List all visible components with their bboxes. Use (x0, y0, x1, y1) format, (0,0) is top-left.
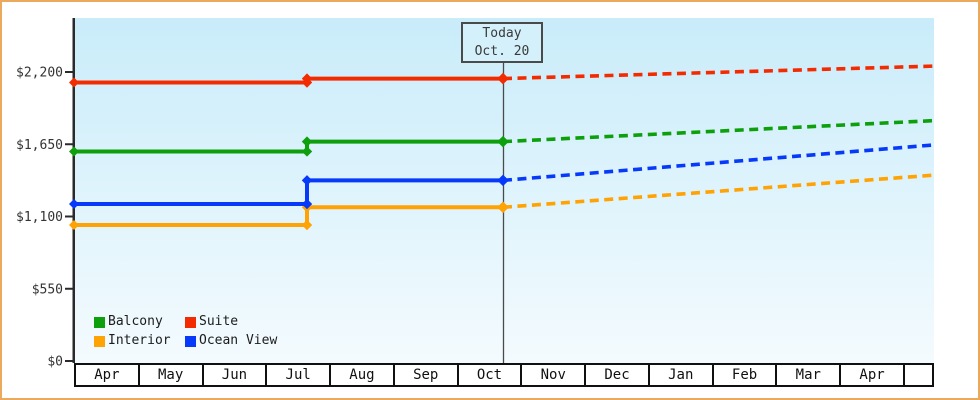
y-tick (65, 215, 73, 218)
legend-item-suite: Suite (185, 315, 277, 329)
month-cell-jan: Jan (650, 365, 714, 385)
legend-label: Interior (108, 333, 171, 348)
y-tick (65, 287, 73, 290)
data-point-marker (69, 199, 79, 210)
month-cell-empty (905, 365, 932, 385)
legend-swatch-icon (94, 335, 105, 347)
month-cell-sep: Sep (395, 365, 459, 385)
legend-item-ocean-view: Ocean View (185, 334, 277, 348)
data-point-marker (497, 72, 509, 85)
data-point-marker (301, 198, 313, 210)
data-point-marker (301, 73, 313, 84)
y-tick (65, 143, 73, 146)
data-point-marker (497, 135, 509, 148)
legend-swatch-icon (185, 335, 196, 347)
y-tick (65, 71, 73, 73)
series-history-line (74, 205, 503, 228)
y-tick-label: $2,200 (16, 66, 63, 81)
month-cell-mar: Mar (777, 365, 842, 385)
data-point-marker (69, 220, 79, 231)
y-axis-line (72, 18, 75, 363)
month-cell-jun: Jun (204, 365, 268, 385)
data-point-marker (69, 77, 79, 88)
data-point-marker (301, 219, 313, 231)
data-point-marker (301, 136, 313, 147)
month-cell-jul: Jul (267, 365, 332, 385)
month-cell-oct: Oct (459, 365, 523, 385)
legend-label: Ocean View (199, 333, 278, 348)
month-cell-dec: Dec (586, 365, 650, 385)
data-point-marker (301, 175, 313, 186)
legend-swatch-icon (185, 316, 196, 328)
month-cell-apr: Apr (76, 365, 140, 385)
series-history-line (74, 178, 503, 207)
data-point-marker (69, 146, 79, 157)
y-tick-label: $1,100 (16, 210, 63, 225)
month-cell-feb: Feb (714, 365, 778, 385)
data-point-marker (497, 201, 509, 214)
today-label: Today (482, 25, 522, 41)
today-date: Oct. 20 (474, 43, 530, 59)
month-cell-nov: Nov (522, 365, 587, 385)
chart-legend: Balcony Suite Interior Ocean View (94, 315, 277, 348)
y-tick-label: $1,650 (16, 138, 63, 153)
month-cell-aug: Aug (331, 365, 395, 385)
data-point-marker (301, 146, 313, 157)
legend-swatch-icon (94, 316, 105, 328)
legend-item-interior: Interior (94, 334, 185, 348)
month-cell-apr: Apr (841, 365, 905, 385)
month-cell-may: May (140, 365, 204, 385)
x-axis-month-row: Apr May Jun Jul Aug Sep Oct Nov Dec Jan Feb Mar Apr (74, 363, 934, 387)
series-balcony (69, 118, 935, 157)
y-tick-label: $550 (32, 282, 63, 297)
today-marker-box: Today Oct. 20 (461, 22, 543, 63)
y-tick-label: $0 (47, 355, 63, 370)
y-tick (65, 360, 73, 362)
legend-label: Suite (199, 314, 239, 329)
legend-label: Balcony (108, 314, 163, 329)
series-suite (69, 64, 935, 88)
data-point-marker (497, 174, 509, 187)
legend-item-balcony: Balcony (94, 315, 185, 329)
series-ocean-view (69, 143, 935, 210)
